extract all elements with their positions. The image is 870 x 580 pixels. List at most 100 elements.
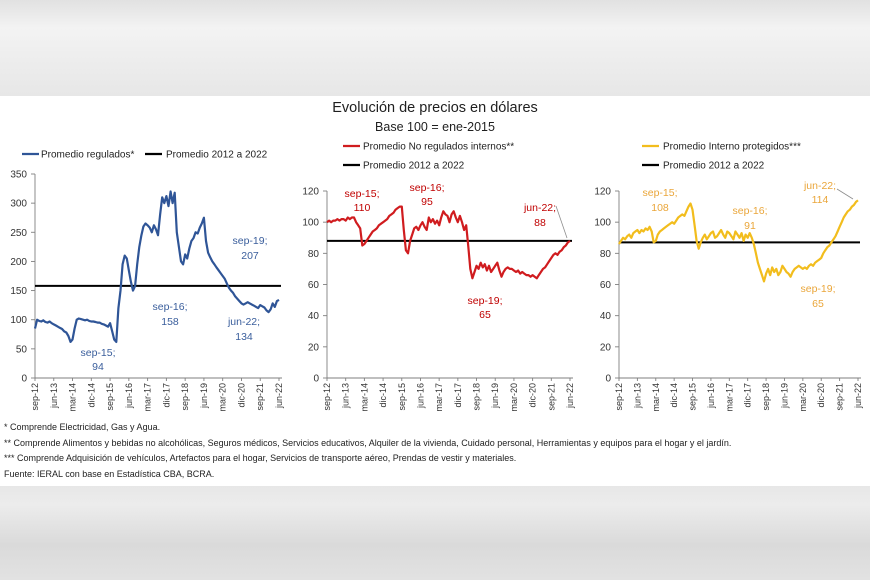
x-tick-label: sep-18 — [180, 383, 190, 411]
annotation-date-label: jun-22; — [803, 180, 836, 192]
annotation-date-label: sep-15; — [80, 347, 115, 359]
y-tick-label: 150 — [10, 286, 27, 297]
x-tick-label: dic-20 — [816, 383, 826, 408]
footnote-protegidos: *** Comprende Adquisición de vehículos, … — [4, 453, 517, 464]
x-tick-label: dic-14 — [669, 383, 679, 408]
series-line-interno-protegidos — [618, 199, 859, 283]
panel-no-regulados-internos: 0 20 40 60 80 100 120 sep-12 jun-13 mar-14 dic-14 s… — [302, 142, 575, 412]
annotation-value-label: 65 — [479, 309, 491, 321]
x-tick-label: dic-20 — [528, 383, 538, 408]
x-tick-label: jun-13 — [632, 383, 642, 409]
y-tick-label: 40 — [308, 311, 320, 322]
annotation-leader-line — [555, 205, 568, 239]
footnote-regulados: * Comprende Electricidad, Gas y Agua. — [4, 422, 161, 432]
series-line-no-regulados-internos — [326, 205, 571, 280]
x-tick-label: mar-14 — [68, 383, 78, 412]
annotation-value-label: 207 — [241, 250, 259, 262]
x-tick-label: dic-14 — [378, 383, 388, 408]
x-tick-label: jun-13 — [341, 383, 351, 409]
y-tick-label: 120 — [302, 187, 319, 198]
y-tick-label: 80 — [600, 249, 612, 260]
y-tick-label: 0 — [605, 374, 611, 385]
x-tick-label: mar-17 — [143, 383, 153, 412]
annotation-date-label: jun-22; — [523, 202, 556, 214]
annotation-value-label: 88 — [534, 217, 546, 229]
x-tick-label: jun-13 — [49, 383, 59, 409]
annotation-value-label: 91 — [744, 220, 756, 232]
annotation-date-label: sep-15; — [344, 188, 379, 200]
annotation-value-label: 110 — [354, 202, 371, 214]
x-tick-label: mar-17 — [724, 383, 734, 412]
chart-subtitle: Base 100 = ene-2015 — [375, 120, 495, 134]
x-tick-label: mar-17 — [434, 383, 444, 412]
y-tick-label: 200 — [10, 257, 27, 268]
chart-title: Evolución de precios en dólares — [332, 100, 538, 116]
annotation-value-label: 108 — [651, 202, 669, 214]
x-tick-label: jun-19 — [199, 383, 209, 409]
y-tick-label: 120 — [594, 187, 611, 198]
panel-interno-protegidos: 0 20 40 60 80 100 120 sep-12 jun-13 mar-14 dic-14 s… — [594, 142, 863, 412]
x-tick-label: mar-20 — [218, 383, 228, 412]
y-tick-label: 20 — [308, 342, 320, 353]
footnotes: * Comprende Electricidad, Gas y Agua. **… — [4, 420, 731, 482]
annotation-value-label: 65 — [812, 298, 824, 310]
y-tick-label: 60 — [308, 280, 320, 291]
annotation-date-label: sep-15; — [642, 187, 677, 199]
legend-item-average-label: Promedio 2012 a 2022 — [363, 161, 465, 172]
x-tick-label: dic-17 — [743, 383, 753, 408]
y-tick-label: 300 — [10, 199, 27, 210]
x-tick-label: sep-21 — [546, 383, 556, 411]
y-tick-label: 100 — [594, 218, 611, 229]
x-tick-label: jun-19 — [780, 383, 790, 409]
y-tick-label: 350 — [10, 170, 27, 181]
x-tick-label: sep-15 — [105, 383, 115, 411]
legend: Promedio No regulados internos** Promedio… — [343, 142, 514, 172]
x-tick-label: dic-17 — [453, 383, 463, 408]
annotation-date-label: sep-19; — [232, 235, 267, 247]
legend-item-average-label: Promedio 2012 a 2022 — [166, 150, 268, 161]
x-tick-label: sep-12 — [614, 383, 624, 411]
x-tick-label: jun-19 — [490, 383, 500, 409]
footnote-source: Fuente: IERAL con base en Estadística CB… — [4, 468, 215, 479]
annotation-value-label: 95 — [421, 196, 433, 208]
annotation-date-label: sep-16; — [152, 301, 187, 313]
annotation-date-label: jun-22; — [227, 316, 260, 328]
annotation-value-label: 134 — [235, 331, 253, 343]
legend-item-series-label: Promedio Interno protegidos*** — [663, 142, 801, 153]
legend-item-average-label: Promedio 2012 a 2022 — [663, 161, 765, 172]
y-tick-label: 0 — [313, 374, 319, 385]
x-tick-label: sep-21 — [835, 383, 845, 411]
legend-item-series-label: Promedio No regulados internos** — [363, 142, 514, 153]
x-tick-label: sep-18 — [472, 383, 482, 411]
x-tick-label: sep-12 — [322, 383, 332, 411]
y-tick-label: 250 — [10, 228, 27, 239]
x-tick-label: dic-20 — [237, 383, 247, 408]
y-tick-label: 80 — [308, 249, 320, 260]
x-tick-label: dic-17 — [161, 383, 171, 408]
figure-card — [0, 96, 870, 486]
y-tick-label: 100 — [302, 218, 319, 229]
series-line-regulados — [33, 190, 280, 343]
annotation-value-label: 158 — [161, 316, 179, 328]
panel-regulados: 0 50 100 150 200 250 300 350 sep-12 jun-13 mar-14 d… — [10, 150, 284, 412]
annotation-date-label: sep-19; — [467, 295, 502, 307]
x-tick-label: sep-15 — [688, 383, 698, 411]
legend-item-series-label: Promedio regulados* — [41, 150, 134, 161]
legend: Promedio regulados* Promedio 2012 a 2022 — [22, 150, 268, 161]
y-tick-label: 50 — [16, 344, 28, 355]
x-tick-label: mar-14 — [359, 383, 369, 412]
x-tick-label: jun-22 — [274, 383, 284, 409]
y-tick-label: 100 — [10, 315, 27, 326]
footnote-no-regulados: ** Comprende Alimentos y bebidas no alco… — [4, 437, 732, 448]
y-tick-label: 20 — [600, 342, 612, 353]
x-tick-label: mar-14 — [651, 383, 661, 412]
annotation-date-label: sep-16; — [732, 205, 767, 217]
x-tick-label: sep-18 — [761, 383, 771, 411]
x-tick-label: sep-12 — [30, 383, 40, 411]
annotation-leader-line — [836, 188, 854, 200]
y-tick-label: 60 — [600, 280, 612, 291]
x-tick-label: mar-20 — [509, 383, 519, 412]
x-tick-label: jun-22 — [565, 383, 575, 409]
annotation-date-label: sep-19; — [800, 283, 835, 295]
